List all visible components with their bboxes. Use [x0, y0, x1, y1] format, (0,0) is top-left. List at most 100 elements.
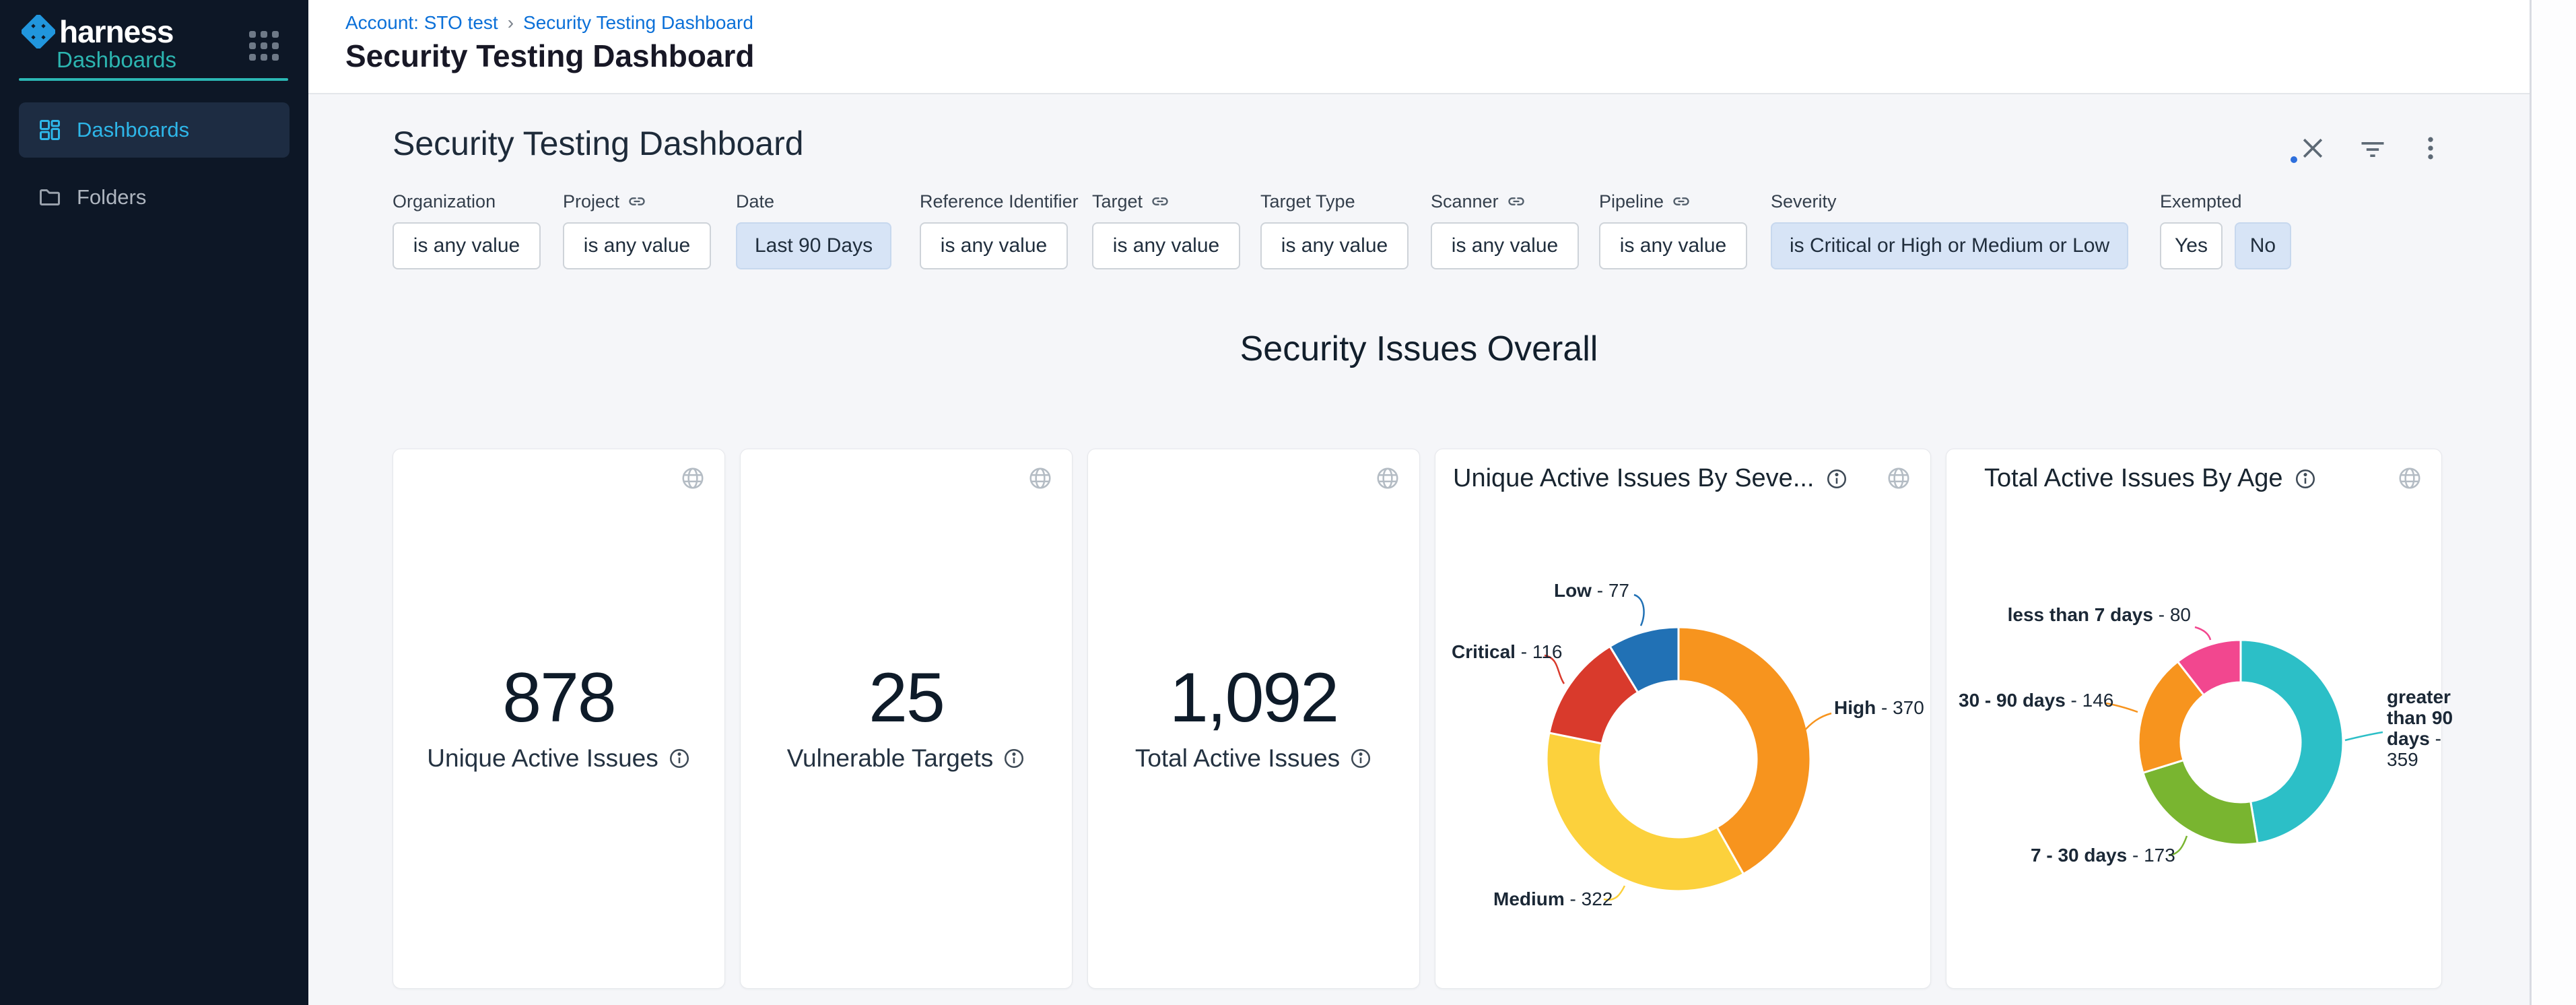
filter-value-button[interactable]: is any value [1431, 222, 1579, 269]
dashboard-title: Security Testing Dashboard [393, 125, 804, 162]
globe-icon [1377, 467, 1398, 489]
filter-value-button[interactable]: is Critical or High or Medium or Low [1771, 222, 2129, 269]
sidebar-item-label: Dashboards [77, 118, 190, 141]
kebab-menu-icon[interactable] [2416, 133, 2445, 163]
filter-label: Organization [393, 191, 496, 212]
globe-icon [1029, 467, 1051, 489]
folder-icon [40, 189, 60, 205]
filter-label: Pipeline [1599, 191, 1664, 212]
filter-value-button[interactable]: is any value [393, 222, 541, 269]
breadcrumb-account-link[interactable]: Account: STO test [345, 12, 498, 33]
filter-value-button[interactable]: is any value [920, 222, 1068, 269]
donut-slice-7---30-days[interactable] [2142, 758, 2259, 846]
filter-label: Scanner [1431, 191, 1499, 212]
stat-value: 1,092 [1169, 659, 1339, 737]
page-title: Security Testing Dashboard [345, 38, 755, 73]
chart-callout-label: 7 - 30 days - 173 [2031, 845, 2175, 866]
filter-exempted: Exempted Yes No [2160, 191, 2291, 269]
dashboards-icon [40, 120, 60, 140]
breadcrumb-separator: › [507, 12, 514, 33]
filter-scanner: Scanner is any value [1431, 191, 1579, 269]
callout-leader-line [1633, 593, 1645, 626]
callout-leader-line [2194, 626, 2212, 641]
link-icon [1507, 197, 1524, 205]
cursor-dot [2291, 156, 2297, 163]
stat-value: 25 [869, 659, 945, 737]
info-icon[interactable] [1003, 747, 1025, 770]
filter-date: Date Last 90 Days [736, 191, 892, 269]
top-header: Account: STO test › Security Testing Das… [308, 0, 2530, 94]
chart-card-issues-by-age: Total Active Issues By Age greater than … [1946, 449, 2453, 989]
filter-value-button[interactable]: is any value [1599, 222, 1747, 269]
filter-severity: Severity is Critical or High or Medium o… [1771, 191, 2129, 269]
donut-slice-greater-than-90-days[interactable] [2239, 639, 2344, 845]
globe-icon [1888, 467, 1909, 489]
filter-label: Date [736, 191, 775, 212]
chart-title: Unique Active Issues By Seve... [1453, 464, 1815, 492]
logo-wordmark: harness [59, 14, 174, 49]
info-icon[interactable] [1825, 467, 1848, 490]
filter-target: Target is any value [1092, 191, 1240, 269]
link-icon [629, 197, 645, 205]
filter-label: Exempted [2160, 191, 2242, 212]
app-switcher-icon[interactable] [249, 31, 279, 61]
sidebar-item-dashboards[interactable]: Dashboards [19, 102, 290, 158]
breadcrumb: Account: STO test › Security Testing Das… [345, 12, 753, 34]
stat-label: Unique Active Issues [427, 744, 658, 772]
info-icon[interactable] [668, 747, 691, 770]
chart-callout-label: Critical - 116 [1452, 641, 1563, 662]
stat-label: Vulnerable Targets [786, 744, 994, 772]
filter-label: Project [563, 191, 620, 212]
donut-slice-medium[interactable] [1545, 732, 1745, 893]
info-icon[interactable] [2294, 467, 2317, 490]
donut-slice-low[interactable] [1608, 626, 1680, 694]
callout-leader-line [2344, 731, 2383, 742]
stat-label: Total Active Issues [1134, 744, 1341, 772]
chart-callout-label: High - 370 [1834, 697, 1924, 718]
sidebar-item-label: Folders [77, 185, 147, 209]
exempted-yes-button[interactable]: Yes [2160, 222, 2223, 269]
product-label: Dashboards [57, 47, 176, 72]
chart-callout-label: less than 7 days - 80 [2007, 604, 2191, 625]
filter-target-type: Target Type is any value [1260, 191, 1409, 269]
sidebar: harness Dashboards Dashboards Folders [0, 0, 308, 1005]
chart-callout-label: 30 - 90 days - 146 [1959, 690, 2114, 711]
donut-slice-high[interactable] [1677, 626, 1812, 876]
filter-reference-identifier: Reference Identifier is any value [920, 191, 1079, 269]
info-icon[interactable] [1349, 747, 1372, 770]
filter-value-button[interactable]: is any value [1092, 222, 1240, 269]
donut-chart-age [2105, 626, 2383, 857]
filter-value-button[interactable]: is any value [1260, 222, 1409, 269]
close-icon[interactable] [2298, 133, 2328, 163]
filter-value-button[interactable]: is any value [563, 222, 711, 269]
filter-pipeline: Pipeline is any value [1599, 191, 1747, 269]
stat-card-unique-active-issues: 878 Unique Active Issues [393, 449, 725, 989]
chart-callout-label: Low - 77 [1553, 580, 1629, 601]
callout-leader-line [1603, 885, 1626, 901]
dashboard-content: Security Testing Dashboard Security Issu… [308, 94, 2530, 1005]
donut-slice-less-than-7-days[interactable] [2176, 639, 2242, 696]
link-icon [1673, 197, 1689, 205]
vertical-scrollbar[interactable] [2530, 0, 2576, 1005]
stat-card-vulnerable-targets: 25 Vulnerable Targets [740, 449, 1073, 989]
harness-logo[interactable]: harness [22, 13, 174, 50]
filter-label: Target Type [1260, 191, 1355, 212]
filter-icon[interactable] [2358, 135, 2387, 164]
sidebar-item-folders[interactable]: Folders [19, 170, 290, 225]
breadcrumb-page-link[interactable]: Security Testing Dashboard [523, 12, 753, 33]
filter-organization: Organization is any value [393, 191, 541, 269]
filter-value-button[interactable]: Last 90 Days [736, 222, 892, 269]
globe-icon [2399, 467, 2420, 489]
exempted-no-button[interactable]: No [2234, 222, 2291, 269]
chart-callout-label: Medium - 322 [1493, 888, 1613, 909]
section-heading: Security Issues Overall [1240, 329, 1598, 368]
filter-label: Reference Identifier [920, 191, 1079, 212]
globe-icon [682, 467, 704, 489]
filter-label: Severity [1771, 191, 1837, 212]
donut-chart-severity [1544, 593, 1832, 901]
link-icon [1152, 197, 1168, 205]
chart-title: Total Active Issues By Age [1984, 464, 2283, 492]
callout-leader-line [1544, 654, 1565, 684]
filter-label: Target [1092, 191, 1143, 212]
